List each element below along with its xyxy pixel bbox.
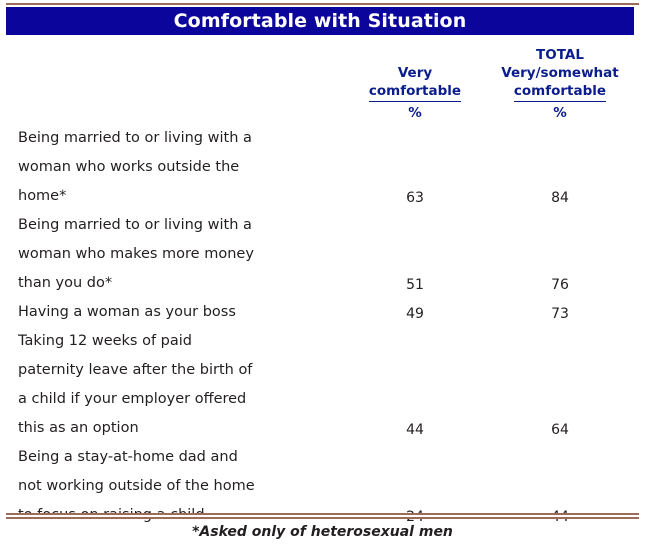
row-label: Taking 12 weeks of paid paternity leave …: [0, 327, 355, 443]
row-value-total-comfortable: 64: [551, 422, 569, 438]
row-label-line: paternity leave after the birth of: [18, 362, 253, 378]
row-label: Being married to or living with a woman …: [0, 124, 355, 211]
column-header-total-comfortable-unit: %: [553, 105, 567, 121]
row-label-line: than you do*: [18, 275, 113, 291]
row-label-line: woman who makes more money: [18, 246, 254, 262]
row-label: Having a woman as your boss: [0, 298, 355, 327]
row-label-line: Being a stay-at-home dad and: [18, 449, 238, 465]
row-label-line: Having a woman as your boss: [18, 304, 236, 320]
row-label-line: not working outside of the home: [18, 478, 255, 494]
bottom-rule-gap: [6, 515, 639, 517]
row-label: Being a stay-at-home dad and not working…: [0, 443, 355, 530]
footnote: *Asked only of heterosexual men: [192, 524, 453, 540]
column-header-total-comfortable: TOTAL Very/somewhat comfortable %: [475, 46, 645, 124]
row-label-line: this as an option: [18, 420, 139, 436]
row-value-very-comfortable: 51: [406, 277, 424, 293]
table-row: Taking 12 weeks of paid paternity leave …: [0, 327, 645, 443]
row-label-line: home*: [18, 188, 67, 204]
row-label-line: Taking 12 weeks of paid: [18, 333, 192, 349]
row-label-line: Being married to or living with a: [18, 130, 252, 146]
row-value-very-comfortable: 44: [406, 422, 424, 438]
row-value-very-comfortable: 49: [406, 306, 424, 322]
table-column-headers: Very comfortable % TOTAL Very/somewhat c…: [0, 38, 645, 124]
table-row: Having a woman as your boss 49 73: [0, 298, 645, 327]
row-label: Being married to or living with a woman …: [0, 211, 355, 298]
row-value-total-comfortable: 76: [551, 277, 569, 293]
row-label-line: a child if your employer offered: [18, 391, 247, 407]
column-header-total-comfortable-line3: comfortable: [513, 82, 607, 102]
row-value-total-comfortable: 84: [551, 190, 569, 206]
column-header-very-comfortable: Very comfortable %: [355, 64, 475, 124]
row-value-very-comfortable: 63: [406, 190, 424, 206]
bottom-rule-upper: [6, 513, 639, 515]
chart-title-banner: Comfortable with Situation: [6, 7, 634, 35]
column-header-very-comfortable-line1: Very: [397, 65, 433, 81]
table-row: Being married to or living with a woman …: [0, 124, 645, 211]
column-header-very-comfortable-line2: comfortable: [368, 82, 462, 102]
column-header-very-comfortable-unit: %: [408, 105, 422, 121]
top-divider-rule: [6, 3, 639, 5]
column-header-total-comfortable-line1: TOTAL: [536, 47, 584, 63]
table-row: Being married to or living with a woman …: [0, 211, 645, 298]
page-title: Comfortable with Situation: [173, 10, 467, 32]
results-table: Very comfortable % TOTAL Very/somewhat c…: [0, 38, 645, 530]
bottom-divider-rules: [6, 513, 639, 519]
row-label-line: Being married to or living with a: [18, 217, 252, 233]
column-header-total-comfortable-line2: Very/somewhat: [501, 65, 619, 81]
row-label-line: woman who works outside the: [18, 159, 240, 175]
row-value-total-comfortable: 73: [551, 306, 569, 322]
bottom-rule-lower: [6, 517, 639, 519]
